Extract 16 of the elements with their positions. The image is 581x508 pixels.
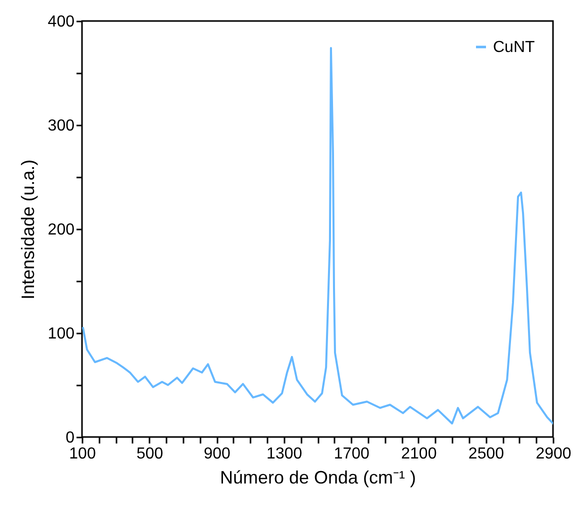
x-axis-title: Número de Onda (cm⁻¹ ): [220, 468, 416, 488]
x-tick-label: 100: [69, 446, 96, 462]
y-tick-label: 0: [66, 430, 75, 446]
x-tick-label: 900: [204, 446, 231, 462]
x-tick-label: 500: [136, 446, 164, 462]
y-tick-label: 200: [48, 222, 75, 238]
y-tick-label: 100: [48, 326, 75, 342]
x-tick-label: 1700: [334, 446, 370, 462]
y-axis-title: Intensidade (u.a.): [18, 159, 38, 300]
legend-label: CuNT: [493, 39, 536, 56]
x-tick-label: 2100: [401, 446, 437, 462]
x-tick-label: 1300: [266, 446, 302, 462]
y-tick-label: 400: [48, 14, 75, 30]
x-tick-label: 2500: [468, 446, 504, 462]
y-tick-label: 300: [48, 118, 75, 134]
x-tick-label: 2900: [536, 446, 572, 462]
